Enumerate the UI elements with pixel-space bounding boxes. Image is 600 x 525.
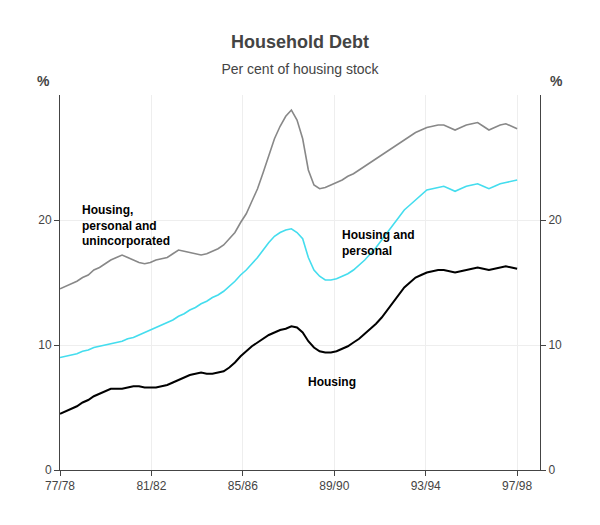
svg-text:Household Debt: Household Debt — [231, 32, 369, 52]
svg-text:Housing: Housing — [308, 375, 356, 389]
svg-text:97/98: 97/98 — [502, 479, 532, 493]
svg-text:89/90: 89/90 — [319, 479, 349, 493]
svg-text:0: 0 — [45, 463, 52, 477]
svg-text:Housing,personal andunincorpor: Housing,personal andunincorporated — [82, 203, 170, 248]
svg-text:20: 20 — [38, 213, 52, 227]
svg-text:%: % — [37, 73, 50, 89]
svg-text:10: 10 — [548, 338, 562, 352]
svg-text:77/78: 77/78 — [45, 479, 75, 493]
svg-text:Per cent of housing stock: Per cent of housing stock — [221, 61, 379, 77]
svg-text:0: 0 — [548, 463, 555, 477]
svg-text:20: 20 — [548, 213, 562, 227]
svg-text:81/82: 81/82 — [136, 479, 166, 493]
svg-text:10: 10 — [38, 338, 52, 352]
svg-text:%: % — [550, 73, 563, 89]
svg-text:93/94: 93/94 — [411, 479, 441, 493]
svg-text:Housing andpersonal: Housing andpersonal — [342, 228, 415, 258]
svg-text:85/86: 85/86 — [228, 479, 258, 493]
